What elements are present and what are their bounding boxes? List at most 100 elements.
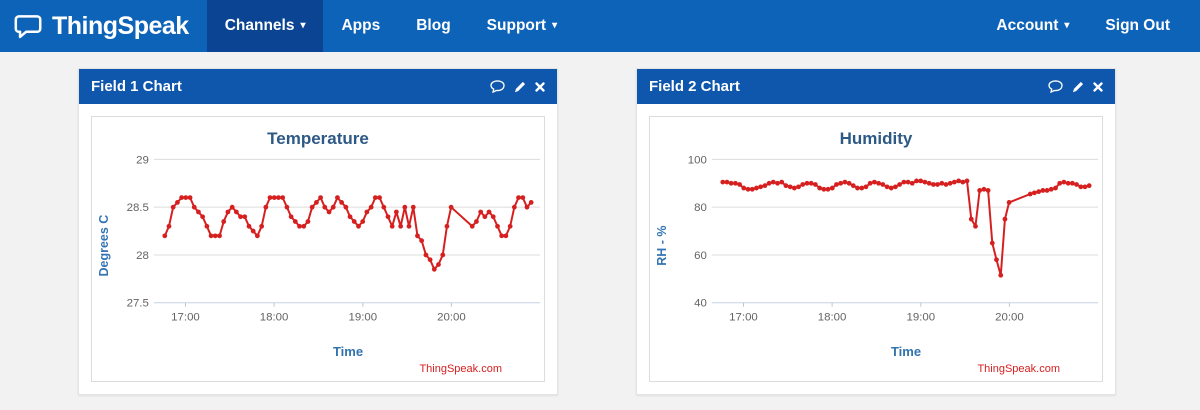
data-point[interactable] bbox=[876, 180, 881, 186]
data-point[interactable] bbox=[435, 262, 441, 267]
data-point[interactable] bbox=[423, 252, 429, 258]
data-point[interactable] bbox=[993, 257, 999, 263]
data-point[interactable] bbox=[964, 178, 970, 184]
data-point[interactable] bbox=[183, 195, 189, 201]
data-point[interactable] bbox=[930, 182, 936, 187]
data-point[interactable] bbox=[238, 214, 243, 220]
data-point[interactable] bbox=[892, 184, 898, 190]
data-point[interactable] bbox=[817, 185, 822, 191]
data-point[interactable] bbox=[233, 209, 239, 215]
data-point[interactable] bbox=[212, 233, 218, 239]
data-point[interactable] bbox=[825, 186, 831, 192]
thingspeak-watermark-link[interactable]: ThingSpeak.com bbox=[419, 363, 502, 375]
data-point[interactable] bbox=[339, 200, 344, 205]
data-point[interactable] bbox=[960, 179, 966, 185]
data-point[interactable] bbox=[170, 204, 176, 210]
data-point[interactable] bbox=[854, 185, 860, 191]
data-point[interactable] bbox=[943, 182, 949, 187]
data-point[interactable] bbox=[179, 195, 184, 201]
data-point[interactable] bbox=[495, 223, 500, 229]
data-point[interactable] bbox=[850, 183, 856, 189]
data-point[interactable] bbox=[838, 180, 843, 186]
data-point[interactable] bbox=[909, 180, 915, 186]
data-point[interactable] bbox=[473, 219, 479, 224]
nav-item-account[interactable]: Account ▾ bbox=[978, 0, 1087, 52]
data-point[interactable] bbox=[871, 179, 877, 185]
data-point[interactable] bbox=[322, 204, 328, 210]
data-point[interactable] bbox=[1061, 179, 1067, 185]
data-point[interactable] bbox=[846, 180, 852, 186]
thingspeak-watermark-link[interactable]: ThingSpeak.com bbox=[977, 363, 1060, 375]
close-icon[interactable] bbox=[1093, 81, 1103, 92]
data-point[interactable] bbox=[867, 180, 873, 186]
data-point[interactable] bbox=[343, 204, 349, 210]
data-point[interactable] bbox=[918, 178, 923, 184]
data-point[interactable] bbox=[187, 195, 193, 201]
data-point[interactable] bbox=[204, 223, 210, 229]
data-point[interactable] bbox=[1082, 184, 1088, 190]
data-point[interactable] bbox=[800, 182, 806, 187]
temperature-line-chart[interactable]: 29 28.5 28 27.5 17:00 18:00 19:00 20:00 bbox=[116, 151, 544, 343]
data-point[interactable] bbox=[242, 214, 248, 220]
data-point[interactable] bbox=[833, 182, 839, 187]
data-point[interactable] bbox=[922, 179, 928, 185]
data-point[interactable] bbox=[478, 209, 483, 215]
data-point[interactable] bbox=[791, 185, 797, 191]
series-line[interactable] bbox=[163, 196, 533, 271]
data-point[interactable] bbox=[977, 188, 982, 193]
data-point[interactable] bbox=[741, 185, 747, 191]
data-point[interactable] bbox=[947, 180, 953, 186]
data-point[interactable] bbox=[275, 195, 281, 201]
data-point[interactable] bbox=[770, 179, 776, 185]
edit-pencil-icon[interactable] bbox=[1072, 81, 1084, 93]
data-point[interactable] bbox=[905, 179, 911, 185]
data-point[interactable] bbox=[951, 179, 957, 185]
data-point[interactable] bbox=[796, 184, 801, 190]
data-point[interactable] bbox=[732, 180, 738, 186]
data-point[interactable] bbox=[414, 233, 420, 239]
data-point[interactable] bbox=[166, 223, 172, 229]
data-point[interactable] bbox=[985, 188, 991, 193]
data-point[interactable] bbox=[448, 204, 454, 210]
data-point[interactable] bbox=[775, 180, 780, 186]
data-point[interactable] bbox=[490, 214, 496, 220]
data-point[interactable] bbox=[766, 180, 772, 186]
data-point[interactable] bbox=[313, 200, 319, 205]
close-icon[interactable] bbox=[535, 81, 545, 92]
data-point[interactable] bbox=[859, 185, 865, 191]
data-point[interactable] bbox=[720, 179, 726, 185]
data-point[interactable] bbox=[288, 214, 294, 220]
data-point[interactable] bbox=[305, 219, 311, 224]
data-point[interactable] bbox=[998, 272, 1004, 278]
data-point[interactable] bbox=[364, 209, 370, 215]
data-point[interactable] bbox=[419, 238, 424, 244]
data-point[interactable] bbox=[402, 204, 408, 210]
data-point[interactable] bbox=[372, 195, 378, 201]
data-point[interactable] bbox=[296, 223, 302, 229]
data-point[interactable] bbox=[1044, 188, 1050, 193]
data-point[interactable] bbox=[981, 186, 987, 192]
data-point[interactable] bbox=[368, 204, 374, 210]
data-point[interactable] bbox=[174, 200, 180, 205]
data-point[interactable] bbox=[486, 209, 492, 215]
data-point[interactable] bbox=[758, 184, 763, 190]
data-point[interactable] bbox=[280, 195, 285, 201]
data-point[interactable] bbox=[524, 204, 530, 210]
data-point[interactable] bbox=[972, 223, 978, 229]
data-point[interactable] bbox=[326, 209, 332, 215]
comment-icon[interactable] bbox=[1048, 80, 1063, 93]
data-point[interactable] bbox=[162, 233, 168, 239]
data-point[interactable] bbox=[897, 182, 902, 187]
data-point[interactable] bbox=[939, 180, 945, 186]
data-point[interactable] bbox=[259, 223, 264, 229]
data-point[interactable] bbox=[724, 179, 730, 185]
data-point[interactable] bbox=[292, 219, 298, 224]
data-point[interactable] bbox=[284, 204, 290, 210]
data-point[interactable] bbox=[528, 200, 534, 205]
data-point[interactable] bbox=[1006, 200, 1012, 205]
comment-icon[interactable] bbox=[490, 80, 505, 93]
data-point[interactable] bbox=[427, 257, 433, 263]
data-point[interactable] bbox=[221, 219, 227, 224]
data-point[interactable] bbox=[246, 223, 252, 229]
data-point[interactable] bbox=[914, 178, 919, 184]
